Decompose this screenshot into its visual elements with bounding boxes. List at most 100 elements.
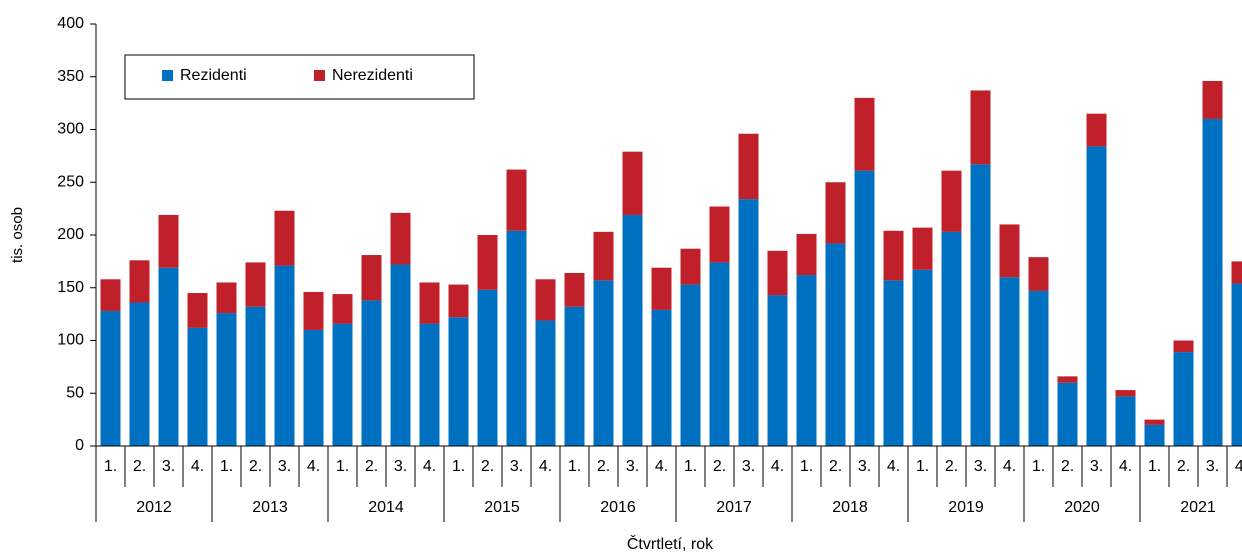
x-tick-label: 3. — [162, 458, 175, 475]
year-label: 2018 — [832, 499, 868, 516]
bar-segment — [1173, 340, 1194, 353]
bar-segment — [912, 269, 933, 446]
x-tick-label: 4. — [423, 458, 436, 475]
bar-segment — [535, 279, 556, 321]
bar-segment — [158, 267, 179, 446]
x-tick-label: 2. — [249, 458, 262, 475]
bar-segment — [883, 230, 904, 281]
bar-segment — [999, 224, 1020, 278]
bar-segment — [216, 282, 237, 314]
bar-segment — [622, 214, 643, 446]
legend-swatch — [314, 70, 325, 81]
x-tick-label: 1. — [104, 458, 117, 475]
year-label: 2014 — [368, 499, 404, 516]
bar-segment — [564, 272, 585, 307]
bar-segment — [245, 306, 266, 446]
x-tick-label: 4. — [1003, 458, 1016, 475]
bar-segment — [100, 279, 121, 311]
x-tick-label: 1. — [336, 458, 349, 475]
year-label: 2019 — [948, 499, 984, 516]
bar-segment — [1173, 352, 1194, 446]
bar-segment — [680, 248, 701, 285]
bar-segment — [1144, 424, 1165, 446]
x-tick-label: 1. — [916, 458, 929, 475]
x-tick-label: 4. — [771, 458, 784, 475]
x-tick-label: 2. — [365, 458, 378, 475]
bar-segment — [854, 170, 875, 446]
bar-segment — [535, 320, 556, 446]
x-tick-label: 4. — [307, 458, 320, 475]
bar-segment — [738, 133, 759, 200]
bar-segment — [129, 302, 150, 446]
bar-segment — [970, 90, 991, 165]
x-tick-label: 4. — [539, 458, 552, 475]
bar-segment — [651, 309, 672, 446]
bar-segment — [390, 212, 411, 265]
x-tick-label: 3. — [510, 458, 523, 475]
y-tick-label: 250 — [57, 173, 84, 190]
bar-segment — [767, 250, 788, 296]
x-tick-label: 1. — [452, 458, 465, 475]
x-tick-label: 2. — [597, 458, 610, 475]
bar-segment — [796, 233, 817, 276]
bar-segment — [593, 231, 614, 281]
x-tick-label: 3. — [1206, 458, 1219, 475]
bar-segment — [390, 264, 411, 446]
bar-segment — [709, 262, 730, 446]
y-tick-label: 100 — [57, 332, 84, 349]
bar-segment — [738, 199, 759, 446]
legend-box — [124, 54, 475, 100]
bar-segment — [825, 243, 846, 446]
bar-segment — [709, 206, 730, 263]
year-label: 2013 — [252, 499, 288, 516]
y-tick-label: 300 — [57, 121, 84, 138]
bar-segment — [332, 323, 353, 446]
bar-segment — [274, 265, 295, 446]
bar-segment — [883, 280, 904, 446]
bar-segment — [303, 291, 324, 330]
y-tick-label: 400 — [57, 15, 84, 32]
x-tick-label: 3. — [1090, 458, 1103, 475]
bar-segment — [1202, 118, 1223, 446]
bar-segment — [100, 310, 121, 446]
y-axis-title: tis. osob — [9, 207, 26, 263]
x-tick-label: 1. — [1148, 458, 1161, 475]
legend-label: Nerezidenti — [332, 67, 413, 84]
bar-segment — [477, 235, 498, 290]
x-tick-label: 4. — [655, 458, 668, 475]
x-tick-label: 2. — [713, 458, 726, 475]
x-tick-label: 3. — [626, 458, 639, 475]
x-tick-label: 3. — [278, 458, 291, 475]
bar-segment — [448, 317, 469, 446]
bar-segment — [506, 169, 527, 231]
y-tick-label: 200 — [57, 226, 84, 243]
bar-segment — [1086, 146, 1107, 446]
bar-segment — [912, 227, 933, 270]
x-tick-label: 2. — [481, 458, 494, 475]
x-tick-label: 4. — [887, 458, 900, 475]
bar-segment — [303, 329, 324, 446]
x-tick-label: 3. — [742, 458, 755, 475]
year-label: 2015 — [484, 499, 520, 516]
y-tick-label: 50 — [66, 384, 84, 401]
bar-segment — [361, 300, 382, 446]
bar-segment — [1231, 283, 1242, 446]
bar-segment — [1231, 261, 1242, 284]
x-tick-label: 1. — [684, 458, 697, 475]
x-tick-label: 2. — [829, 458, 842, 475]
bar-segment — [1144, 419, 1165, 425]
bar-segment — [1115, 396, 1136, 446]
bar-segment — [477, 289, 498, 446]
x-tick-label: 1. — [220, 458, 233, 475]
bar-segment — [651, 267, 672, 310]
y-tick-label: 150 — [57, 279, 84, 296]
bar-segment — [854, 97, 875, 171]
legend-label: Rezidenti — [180, 67, 247, 84]
bar-segment — [1086, 113, 1107, 147]
x-tick-label: 3. — [974, 458, 987, 475]
x-tick-label: 1. — [568, 458, 581, 475]
year-label: 2016 — [600, 499, 636, 516]
bar-segment — [419, 323, 440, 446]
x-tick-label: 2. — [945, 458, 958, 475]
